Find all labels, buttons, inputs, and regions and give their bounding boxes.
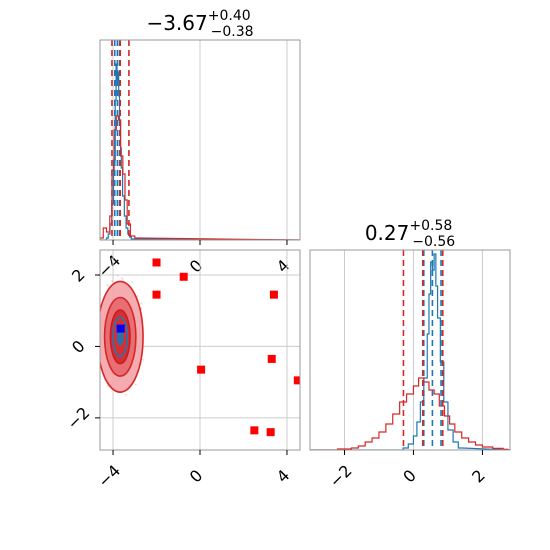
x-tick-label: 0 bbox=[186, 256, 207, 277]
x-tick-label: 4 bbox=[273, 466, 294, 487]
sample-point bbox=[140, 302, 143, 305]
contour-level bbox=[112, 316, 128, 358]
sample-point bbox=[140, 306, 143, 309]
axes-frame bbox=[309, 249, 511, 451]
histogram-step-line bbox=[310, 377, 510, 450]
x-tick-label: −2 bbox=[326, 461, 356, 491]
red-square-marker bbox=[152, 290, 161, 299]
sample-point bbox=[96, 351, 98, 353]
sample-point bbox=[131, 281, 134, 284]
sample-point bbox=[95, 353, 97, 355]
sample-point bbox=[95, 323, 97, 325]
sample-point bbox=[106, 284, 109, 287]
panel-title-param-2: 0.27+0.58 −0.56 bbox=[365, 218, 455, 250]
x-tick-label: 0 bbox=[399, 466, 420, 487]
sample-point bbox=[97, 349, 99, 351]
sample-point bbox=[120, 277, 123, 280]
sample-point bbox=[97, 320, 99, 322]
sample-point bbox=[134, 383, 137, 386]
red-square-marker bbox=[179, 272, 188, 281]
red-square-marker bbox=[152, 258, 161, 267]
joint-scatter-contour: −4 0 4 −2 0 2 bbox=[63, 249, 301, 491]
gridlines bbox=[112, 40, 288, 240]
x-tick-label: 2 bbox=[468, 466, 489, 487]
marginal-histogram-param-1: −3.67+0.40 −0.38 −4 0 4 bbox=[94, 8, 301, 281]
sample-point bbox=[122, 279, 125, 282]
red-square-marker bbox=[269, 290, 278, 299]
title-sup: +0.40 bbox=[208, 8, 251, 24]
x-tick-label: −4 bbox=[94, 251, 124, 281]
sample-point bbox=[95, 320, 97, 322]
histogram-step-line bbox=[100, 115, 300, 240]
sample-point bbox=[111, 279, 114, 282]
sample-point bbox=[106, 385, 109, 388]
y-tick-label: 2 bbox=[68, 265, 89, 286]
red-square-marker bbox=[250, 426, 259, 435]
sample-point bbox=[136, 295, 139, 298]
x-ticks: −2 0 2 bbox=[326, 450, 489, 491]
y-tick-label: 0 bbox=[68, 336, 89, 357]
sample-point bbox=[116, 274, 119, 277]
histogram-step-line bbox=[310, 253, 510, 450]
title-sup: +0.58 bbox=[409, 218, 452, 234]
title-main: −3.67 bbox=[146, 11, 207, 35]
x-tick-label: −4 bbox=[94, 461, 124, 491]
sample-point bbox=[142, 358, 145, 361]
title-sub: −0.38 bbox=[211, 24, 254, 40]
title-main: 0.27 bbox=[365, 221, 410, 245]
red-square-marker bbox=[266, 428, 275, 437]
title-sub: −0.56 bbox=[412, 234, 455, 250]
axis-ticks: −4 0 4 −2 0 2 bbox=[63, 265, 293, 491]
panel-title-param-1: −3.67+0.40 −0.38 bbox=[146, 8, 253, 40]
sample-point bbox=[124, 393, 127, 396]
red-square-marker bbox=[197, 365, 206, 374]
x-tick-label: 4 bbox=[273, 256, 294, 277]
y-tick-label: −2 bbox=[63, 403, 93, 433]
red-square-marker bbox=[267, 354, 276, 363]
blue-square-marker bbox=[116, 324, 125, 333]
gridlines bbox=[343, 250, 483, 450]
red-square-marker bbox=[293, 376, 300, 385]
x-tick-label: 0 bbox=[186, 466, 207, 487]
marginal-histogram-param-2: 0.27+0.58 −0.56 −2 0 2 bbox=[309, 218, 511, 491]
